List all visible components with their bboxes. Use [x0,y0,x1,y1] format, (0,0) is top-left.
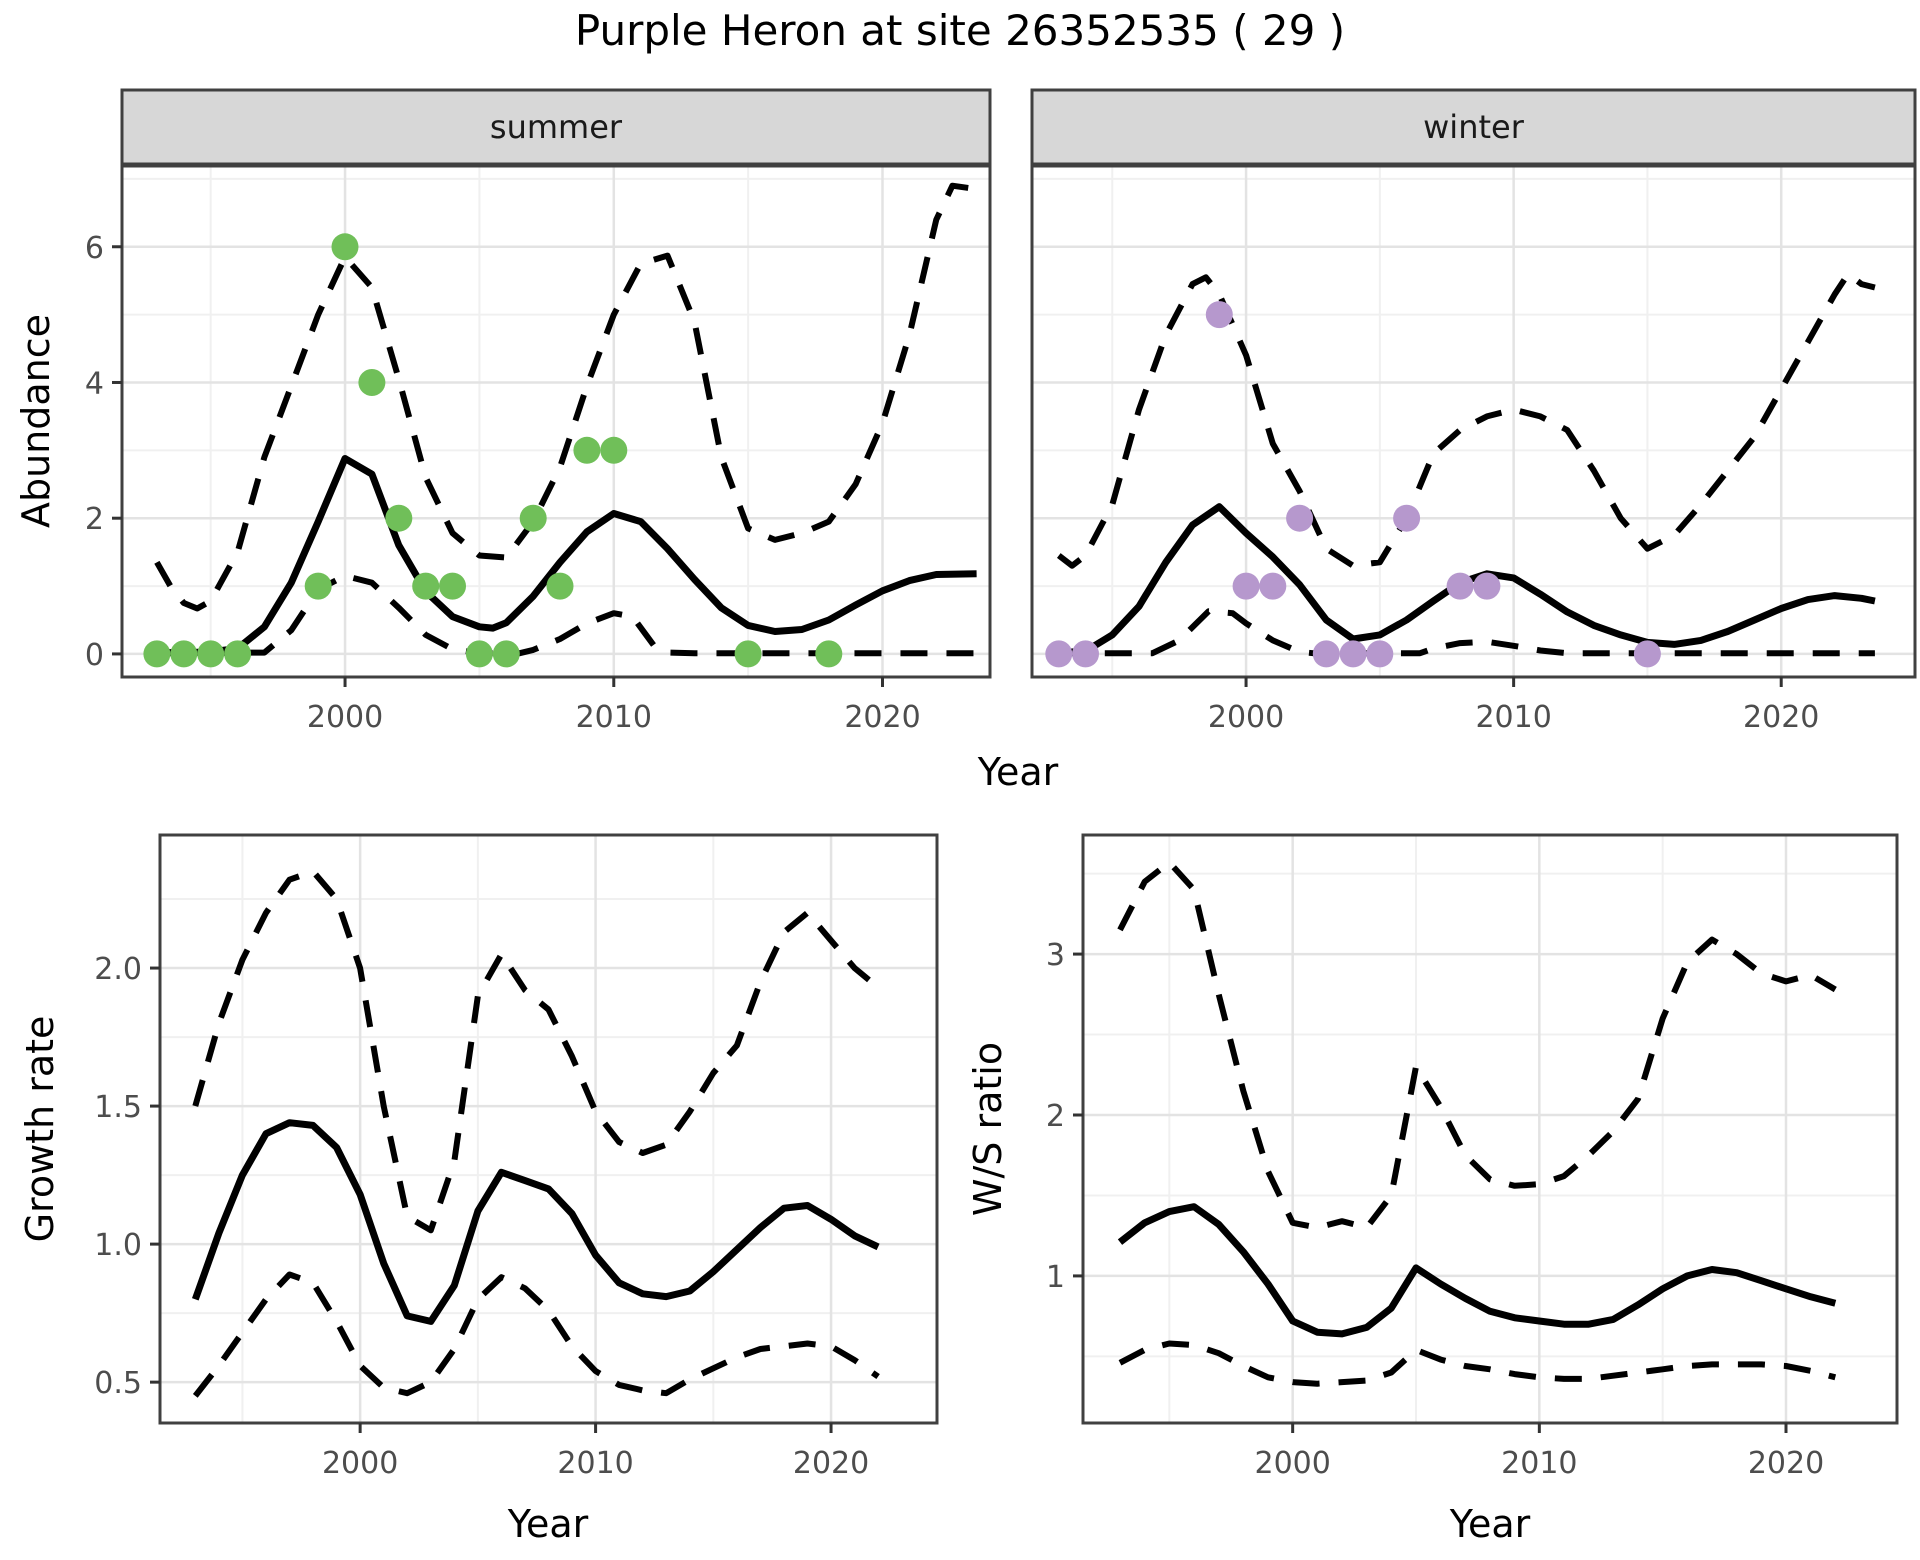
data-point [1366,640,1394,668]
data-point [170,640,198,668]
x-tick-label: 2010 [557,1446,633,1481]
x-tick-label: 2010 [1475,700,1551,735]
data-point [1446,572,1474,600]
y-tick-label: 1.5 [94,1090,142,1125]
data-point [331,233,359,261]
data-point [1473,572,1501,600]
y-tick-label: 4 [85,366,104,401]
panel-growth-rate: 2000 2010 2020 0.5 1.0 1.5 2.0 [94,833,939,1481]
x-tick-label: 2020 [793,1446,869,1481]
data-point [1633,640,1661,668]
data-point [1259,572,1287,600]
panel-border [120,164,992,679]
panel-ws-ratio: 2000 2010 2020 1 2 3 [1046,833,1899,1481]
data-point [573,436,601,464]
mean-line [156,455,977,657]
data-point [1205,301,1233,329]
data-point [439,572,466,600]
y-axis-title-growth-rate: Growth rate [18,1015,62,1243]
x-tick-label: 2010 [1501,1446,1577,1481]
y-tick-label: 2 [85,502,104,537]
y-axis-title-ws-ratio: W/S ratio [966,1041,1010,1217]
panel-border [1081,833,1899,1425]
panel-border [158,833,939,1425]
figure-title: Purple Heron at site 26352535 ( 29 ) [574,6,1346,55]
data-point [412,572,440,600]
data-point [143,640,171,668]
x-tick-label: 2000 [322,1446,398,1481]
x-tick-label: 2020 [844,700,920,735]
data-point [465,640,493,668]
data-point [1393,504,1421,532]
mean-line [1117,1203,1837,1338]
panel-border [1030,164,1917,679]
data-point [600,436,628,464]
mean-line [192,1119,880,1325]
facet-strip [120,88,992,166]
facet-strip-label: winter [1423,108,1525,146]
facet-strip [1030,88,1917,166]
y-tick-label: 1 [1046,1260,1065,1295]
data-point [385,504,413,532]
panel-background [160,835,937,1423]
panel-background [1083,835,1897,1423]
y-tick-label: 2.0 [94,952,142,987]
data-point [1286,504,1314,532]
y-axis-title-abundance: Abundance [14,313,58,529]
data-point [519,504,547,532]
lower-ci-line [1118,1340,1837,1387]
x-tick-label: 2000 [1254,1446,1330,1481]
y-tick-label: 6 [85,231,104,266]
data-point [815,640,843,668]
y-tick-label: 0.5 [94,1366,142,1401]
data-point [197,640,225,668]
y-tick-label: 1.0 [94,1228,142,1263]
upper-ci-line [154,182,978,612]
data-point [546,572,574,600]
y-tick-label: 0 [85,638,104,673]
x-axis-title-year-top: Year [977,750,1059,794]
panel-background [1032,166,1915,677]
data-point [304,572,332,600]
y-tick-label: 2 [1046,1099,1065,1134]
x-tick-label: 2020 [1743,700,1819,735]
x-tick-label: 2010 [576,700,652,735]
panel-abundance-winter: 2000 2010 2020 winter [1030,88,1917,735]
data-point [1045,640,1073,668]
mean-line [1058,503,1876,657]
x-tick-label: 2000 [307,700,383,735]
upper-ci-line [1056,270,1876,569]
panel-abundance-summer: 2000 2010 2020 0 2 4 6 summer [85,88,992,735]
data-point [1072,640,1099,668]
x-tick-label: 2000 [1208,700,1284,735]
facet-strip-label: summer [490,108,623,146]
data-point [1232,572,1260,600]
data-point [1339,640,1367,668]
upper-ci-line [1117,859,1837,1231]
data-point [224,640,252,668]
data-point [734,640,762,668]
data-point [358,369,386,396]
data-point [1312,640,1340,668]
x-axis-title-year-ws: Year [1449,1502,1531,1546]
data-point [492,640,520,668]
x-tick-label: 2020 [1748,1446,1824,1481]
y-tick-label: 3 [1046,938,1065,973]
x-axis-title-year-growth: Year [507,1502,589,1546]
lower-ci-line [192,1271,880,1398]
